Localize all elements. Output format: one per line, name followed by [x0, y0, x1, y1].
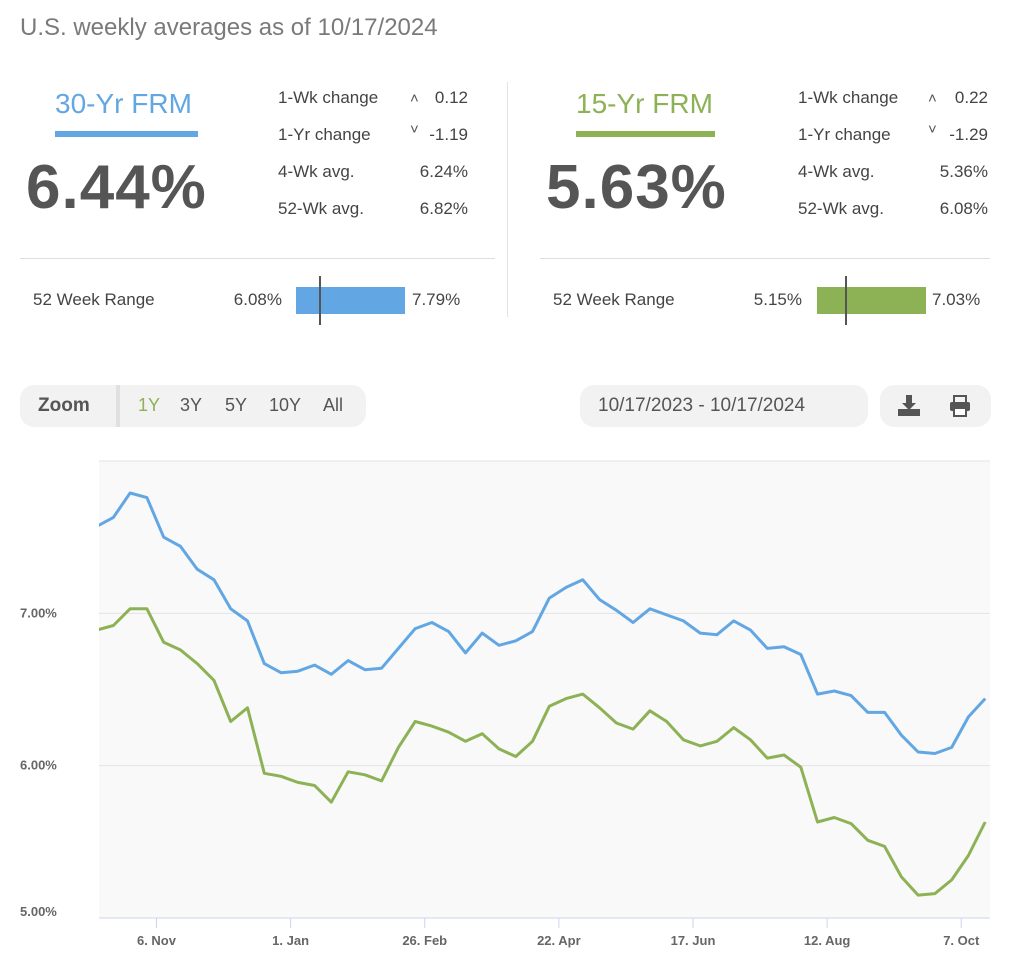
rate-chart: 5.00% 6.00% 7.00% 6. Nov 1. Jan 26. Feb 22. Ap…: [20, 460, 990, 948]
stat-label: 52-Wk avg.: [798, 199, 884, 218]
chevron-up-icon: ˄: [410, 90, 419, 107]
panel-divider: [507, 82, 508, 317]
range-bar: [817, 287, 926, 314]
export-group: [880, 385, 991, 427]
series-line-15yr: [99, 607, 987, 897]
product-name-30yr: 30-Yr FRM: [55, 88, 192, 119]
zoom-group: [20, 385, 366, 427]
product-underline: [576, 131, 715, 137]
zoom-separator: [116, 385, 120, 427]
stat-value: -1.19: [429, 125, 468, 144]
stat-value: 0.22: [954, 88, 988, 107]
y-tick-label: 7.00%: [20, 605, 57, 620]
chevron-up-icon: ˄: [928, 90, 937, 107]
product-name-15yr: 15-Yr FRM: [576, 88, 713, 119]
range-max: 7.79%: [412, 290, 461, 309]
y-tick-label: 6.00%: [20, 758, 57, 773]
stat-label: 1-Yr change: [278, 125, 371, 144]
divider: [540, 258, 990, 259]
x-tick-label: 17. Jun: [671, 933, 716, 948]
x-tick-label: 6. Nov: [137, 933, 177, 948]
range-label: 52 Week Range: [33, 290, 155, 309]
stat-label: 1-Wk change: [798, 88, 899, 107]
zoom-all-button[interactable]: All: [323, 395, 344, 415]
series-line-30yr: [99, 491, 987, 755]
range-marker: [845, 276, 848, 325]
stat-value: -1.29: [949, 125, 988, 144]
x-tick-label: 22. Apr: [537, 933, 581, 948]
stat-value: 6.82%: [419, 199, 468, 218]
stat-label: 4-Wk avg.: [278, 162, 355, 181]
stat-label: 1-Wk change: [278, 88, 379, 107]
stat-value: 6.08%: [939, 199, 988, 218]
page-title: U.S. weekly averages as of 10/17/2024: [20, 14, 438, 41]
divider: [20, 258, 495, 259]
zoom-10y-button[interactable]: 10Y: [269, 395, 302, 415]
range-min: 6.08%: [233, 290, 282, 309]
range-min: 5.15%: [753, 290, 802, 309]
x-tick-label: 12. Aug: [804, 933, 851, 948]
range-label: 52 Week Range: [553, 290, 675, 309]
x-tick-label: 1. Jan: [272, 933, 309, 948]
stat-label: 4-Wk avg.: [798, 162, 875, 181]
y-tick-label: 5.00%: [20, 904, 57, 919]
range-max: 7.03%: [932, 290, 981, 309]
product-underline: [55, 131, 198, 137]
x-tick-label: 26. Feb: [402, 933, 447, 948]
stat-label: 52-Wk avg.: [278, 199, 364, 218]
stat-value: 0.12: [434, 88, 468, 107]
zoom-3y-button[interactable]: 3Y: [180, 395, 203, 415]
chevron-down-icon: ˅: [928, 121, 937, 138]
stat-value: 5.36%: [939, 162, 988, 181]
rate-15yr: 5.63%: [546, 153, 727, 222]
date-range-text: 10/17/2023 - 10/17/2024: [598, 395, 806, 416]
stat-value: 6.24%: [419, 162, 468, 181]
plot-area: [99, 461, 990, 918]
range-marker: [318, 276, 321, 325]
rate-30yr: 6.44%: [26, 153, 207, 222]
print-icon[interactable]: [948, 394, 972, 418]
date-range-box[interactable]: [580, 385, 868, 427]
zoom-5y-button[interactable]: 5Y: [225, 395, 248, 415]
range-bar: [296, 287, 405, 314]
stat-label: 1-Yr change: [798, 125, 891, 144]
x-tick-label: 7. Oct: [943, 933, 980, 948]
chevron-down-icon: ˅: [410, 121, 419, 138]
zoom-label: Zoom: [38, 395, 90, 416]
zoom-1y-button[interactable]: 1Y: [138, 395, 161, 415]
download-icon[interactable]: [897, 394, 921, 418]
